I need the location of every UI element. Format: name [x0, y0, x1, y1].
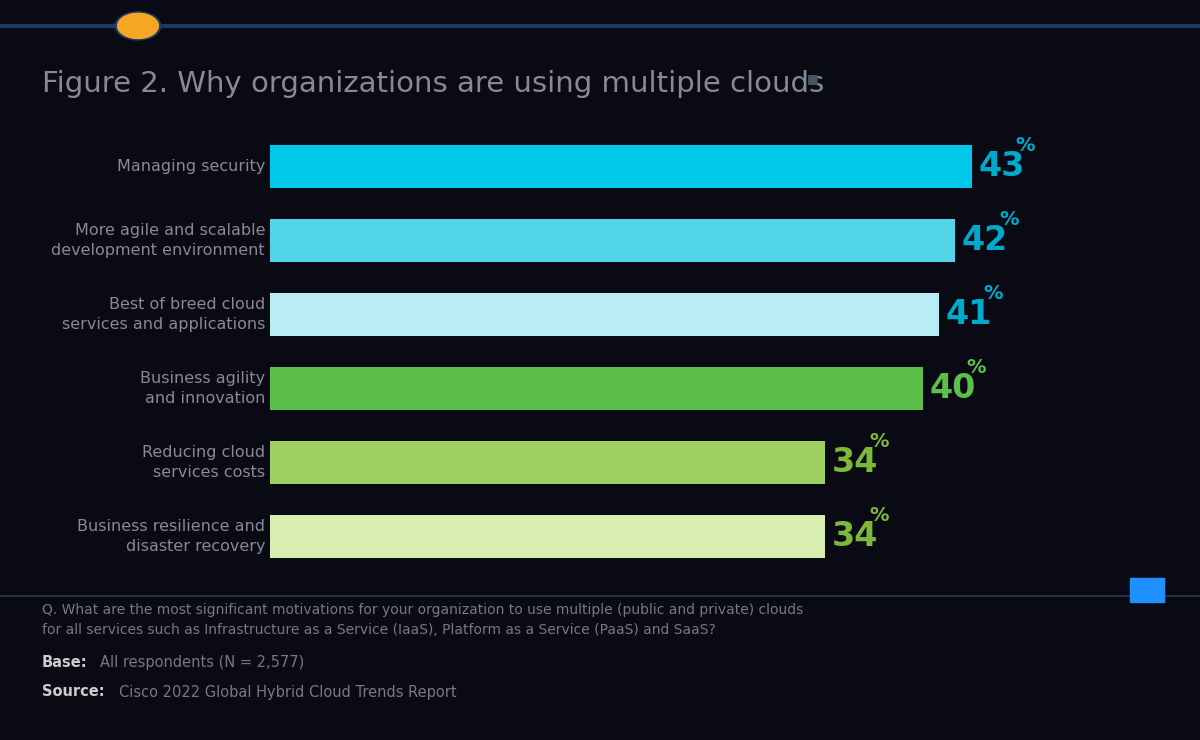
Text: ■: ■: [806, 72, 818, 85]
Bar: [270, 515, 824, 558]
Text: Figure 2. Why organizations are using multiple clouds: Figure 2. Why organizations are using mu…: [42, 70, 824, 98]
Text: Business agility
and innovation: Business agility and innovation: [140, 371, 265, 406]
Bar: [270, 145, 972, 188]
Text: 42: 42: [962, 224, 1008, 257]
Text: Best of breed cloud
services and applications: Best of breed cloud services and applica…: [61, 297, 265, 332]
Text: Cisco 2022 Global Hybrid Cloud Trends Report: Cisco 2022 Global Hybrid Cloud Trends Re…: [119, 684, 456, 699]
Text: %: %: [1000, 210, 1019, 229]
Text: Source:: Source:: [42, 684, 104, 699]
Text: All respondents (N = 2,577): All respondents (N = 2,577): [100, 655, 304, 670]
Text: %: %: [869, 432, 888, 451]
Text: 34: 34: [832, 520, 877, 553]
Bar: [270, 219, 955, 262]
Text: %: %: [869, 506, 888, 525]
Text: Base:: Base:: [42, 655, 88, 670]
Bar: [270, 441, 824, 484]
Text: 34: 34: [832, 446, 877, 479]
Text: %: %: [1016, 136, 1036, 155]
Text: Business resilience and
disaster recovery: Business resilience and disaster recover…: [77, 519, 265, 554]
Text: 41: 41: [946, 298, 992, 331]
Text: More agile and scalable
development environment: More agile and scalable development envi…: [52, 223, 265, 258]
Text: %: %: [983, 284, 1003, 303]
Text: Reducing cloud
services costs: Reducing cloud services costs: [142, 445, 265, 480]
Text: 43: 43: [978, 150, 1025, 183]
Text: %: %: [967, 358, 986, 377]
Bar: [270, 293, 940, 336]
Text: Q. What are the most significant motivations for your organization to use multip: Q. What are the most significant motivat…: [42, 603, 803, 636]
Text: Managing security: Managing security: [116, 159, 265, 174]
Text: 40: 40: [929, 372, 976, 405]
Bar: [270, 367, 923, 410]
